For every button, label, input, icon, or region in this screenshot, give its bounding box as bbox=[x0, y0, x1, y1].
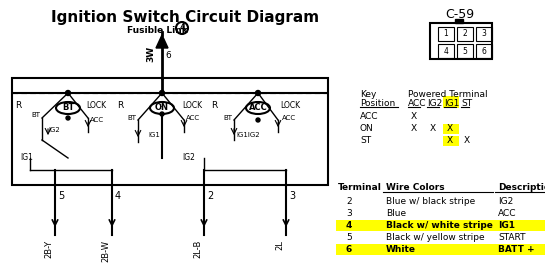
Text: 4: 4 bbox=[444, 46, 449, 55]
Text: X: X bbox=[447, 124, 453, 133]
Text: 6: 6 bbox=[482, 46, 487, 55]
Text: ACC: ACC bbox=[186, 115, 200, 121]
Text: IG1IG2: IG1IG2 bbox=[236, 132, 260, 138]
Text: ACC: ACC bbox=[249, 104, 268, 113]
Text: 4: 4 bbox=[115, 191, 121, 201]
Text: IG1: IG1 bbox=[20, 153, 33, 163]
Bar bbox=[336, 220, 545, 231]
Text: 2L-B: 2L-B bbox=[193, 240, 202, 258]
Text: 4: 4 bbox=[346, 221, 353, 230]
Text: R: R bbox=[211, 102, 217, 110]
Bar bbox=[476, 27, 492, 41]
Text: IG2: IG2 bbox=[48, 127, 60, 133]
Text: Black w/ white stripe: Black w/ white stripe bbox=[386, 221, 493, 230]
Text: 3: 3 bbox=[289, 191, 295, 201]
Text: Black w/ yellow stripe: Black w/ yellow stripe bbox=[386, 233, 485, 242]
Text: Position: Position bbox=[360, 99, 395, 108]
Bar bbox=[457, 44, 473, 58]
Text: C-59: C-59 bbox=[445, 8, 475, 21]
Circle shape bbox=[160, 112, 164, 116]
Text: Blue w/ black stripe: Blue w/ black stripe bbox=[386, 197, 475, 206]
Text: X: X bbox=[430, 124, 436, 133]
Bar bbox=[430, 23, 492, 59]
Text: ACC: ACC bbox=[408, 99, 427, 108]
Text: 2: 2 bbox=[463, 30, 468, 38]
Bar bbox=[455, 19, 463, 23]
Text: START: START bbox=[498, 233, 525, 242]
Bar bbox=[457, 27, 473, 41]
Text: ON: ON bbox=[155, 104, 169, 113]
Text: 2L: 2L bbox=[275, 240, 284, 250]
Text: R: R bbox=[15, 102, 21, 110]
Text: 5: 5 bbox=[58, 191, 64, 201]
Text: X: X bbox=[411, 112, 417, 121]
Text: Fusible Link: Fusible Link bbox=[127, 26, 187, 35]
Text: IG2: IG2 bbox=[498, 197, 513, 206]
Text: ACC: ACC bbox=[498, 209, 517, 218]
Circle shape bbox=[256, 91, 261, 95]
Text: BT: BT bbox=[62, 104, 74, 113]
Text: IG1: IG1 bbox=[444, 99, 459, 108]
Text: Description: Description bbox=[498, 183, 545, 192]
Circle shape bbox=[160, 91, 165, 95]
Text: 6: 6 bbox=[165, 51, 171, 60]
Text: 3: 3 bbox=[346, 209, 352, 218]
Text: Key: Key bbox=[360, 90, 377, 99]
Text: 3: 3 bbox=[482, 30, 487, 38]
Bar bbox=[443, 136, 459, 146]
Polygon shape bbox=[156, 35, 168, 48]
Text: Blue: Blue bbox=[386, 209, 406, 218]
Text: ACC: ACC bbox=[360, 112, 378, 121]
Text: X: X bbox=[411, 124, 417, 133]
Text: ACC: ACC bbox=[90, 117, 104, 123]
Text: IG2: IG2 bbox=[182, 153, 195, 163]
Text: ACC: ACC bbox=[282, 115, 296, 121]
Text: 2B-W: 2B-W bbox=[101, 240, 110, 262]
Bar bbox=[443, 124, 459, 134]
Bar bbox=[12, 78, 328, 185]
Text: IG1: IG1 bbox=[498, 221, 515, 230]
Text: White: White bbox=[386, 245, 416, 254]
Text: X: X bbox=[464, 136, 470, 145]
Text: 4: 4 bbox=[179, 23, 185, 33]
Text: IG1: IG1 bbox=[148, 132, 160, 138]
Text: Ignition Switch Circuit Diagram: Ignition Switch Circuit Diagram bbox=[51, 10, 319, 25]
Text: X: X bbox=[447, 136, 453, 145]
Bar bbox=[438, 27, 454, 41]
Text: LOCK: LOCK bbox=[182, 102, 202, 110]
Text: 2: 2 bbox=[207, 191, 213, 201]
Circle shape bbox=[66, 116, 70, 120]
Text: 2: 2 bbox=[346, 197, 352, 206]
Text: BT: BT bbox=[32, 112, 40, 118]
Text: R: R bbox=[117, 102, 123, 110]
Text: 3W: 3W bbox=[146, 46, 155, 62]
Bar bbox=[476, 44, 492, 58]
Text: BT: BT bbox=[128, 115, 136, 121]
Text: Powered Terminal: Powered Terminal bbox=[408, 90, 488, 99]
Text: LOCK: LOCK bbox=[86, 102, 106, 110]
Text: Wire Colors: Wire Colors bbox=[386, 183, 445, 192]
Bar bbox=[336, 244, 545, 255]
Text: 6: 6 bbox=[346, 245, 352, 254]
Text: Terminal: Terminal bbox=[338, 183, 382, 192]
Text: ST: ST bbox=[461, 99, 472, 108]
Text: IG2: IG2 bbox=[427, 99, 442, 108]
Circle shape bbox=[256, 118, 260, 122]
Text: ON: ON bbox=[360, 124, 374, 133]
Text: 5: 5 bbox=[346, 233, 352, 242]
Text: BATT +: BATT + bbox=[498, 245, 535, 254]
Circle shape bbox=[65, 91, 70, 95]
Text: 2B-Y: 2B-Y bbox=[44, 240, 53, 258]
Text: 5: 5 bbox=[463, 46, 468, 55]
Text: 1: 1 bbox=[444, 30, 449, 38]
Text: ST: ST bbox=[360, 136, 371, 145]
Bar bbox=[443, 96, 459, 108]
Text: LOCK: LOCK bbox=[280, 102, 300, 110]
Bar bbox=[438, 44, 454, 58]
Text: BT: BT bbox=[223, 115, 233, 121]
